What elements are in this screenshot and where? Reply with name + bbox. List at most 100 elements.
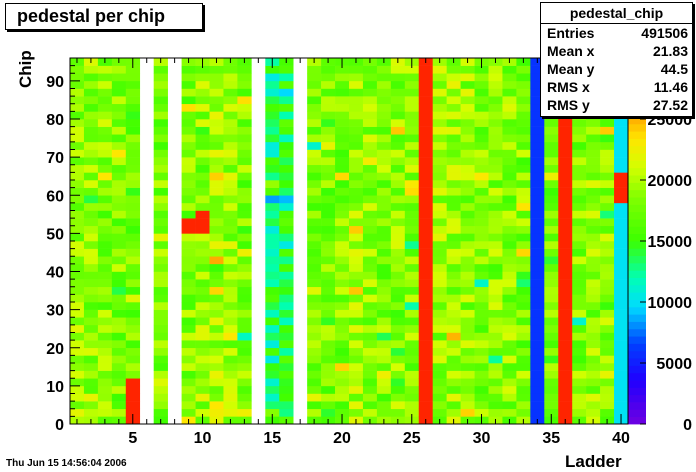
heatmap-cell — [362, 233, 378, 242]
heatmap-cell — [362, 149, 378, 158]
heatmap-cell — [349, 134, 364, 143]
heatmap-cell — [195, 302, 210, 310]
heatmap-cell — [223, 408, 238, 417]
heatmap-cell — [460, 355, 475, 364]
heatmap-cell — [446, 141, 461, 150]
heatmap-cell — [530, 340, 545, 349]
heatmap-cell — [516, 164, 531, 173]
heatmap-cell — [376, 370, 392, 379]
heatmap-cell — [572, 355, 587, 364]
heatmap-cell — [111, 187, 127, 196]
heatmap-cell — [111, 347, 127, 356]
heatmap-cell — [153, 157, 168, 166]
heatmap-cell — [335, 324, 350, 333]
heatmap-cell — [572, 279, 587, 288]
heatmap-cell — [111, 111, 127, 120]
heatmap-cell — [153, 96, 168, 105]
heatmap-cell — [390, 103, 406, 112]
heatmap-cell — [460, 149, 475, 158]
heatmap-cell — [279, 302, 294, 310]
heatmap-cell — [516, 141, 531, 150]
heatmap-cell — [111, 172, 127, 181]
heatmap-cell — [153, 119, 168, 127]
heatmap-cell — [544, 157, 559, 166]
palette-band — [628, 314, 646, 322]
heatmap-cell — [404, 180, 420, 188]
heatmap-cell — [460, 111, 475, 120]
heatmap-cell — [362, 340, 378, 349]
heatmap-cell — [614, 332, 629, 341]
heatmap-cell — [237, 271, 252, 280]
heatmap-cell — [488, 103, 503, 112]
heatmap-cell — [125, 294, 141, 303]
heatmap-cell — [404, 408, 420, 417]
heatmap-cell — [488, 385, 503, 394]
heatmap-cell — [558, 134, 573, 143]
heatmap-cell — [279, 317, 294, 326]
heatmap-cell — [83, 256, 99, 265]
palette-band — [628, 358, 646, 366]
z-tick-label: 10000 — [648, 295, 693, 312]
heatmap-cell — [195, 385, 210, 394]
heatmap-cell — [600, 218, 615, 227]
heatmap-cell — [516, 332, 531, 341]
heatmap-cell — [209, 294, 224, 303]
heatmap-cell — [502, 263, 517, 272]
heatmap-cell — [349, 241, 364, 249]
heatmap-cell — [265, 370, 280, 379]
heatmap-cell — [390, 241, 406, 249]
heatmap-cell — [153, 279, 168, 288]
heatmap-cell — [404, 286, 420, 295]
heatmap-cell — [111, 355, 127, 364]
heatmap-cell — [362, 385, 378, 394]
heatmap-cell — [600, 370, 615, 379]
heatmap-cell — [349, 271, 364, 280]
heatmap-cell — [558, 385, 573, 394]
heatmap-cell — [474, 233, 489, 242]
heatmap-cell — [362, 256, 378, 265]
heatmap-cell — [432, 157, 447, 166]
heatmap-cell — [321, 233, 336, 242]
heatmap-cell — [97, 180, 113, 188]
heatmap-cell — [404, 355, 420, 364]
heatmap-cell — [418, 256, 433, 265]
heatmap-cell — [181, 157, 196, 166]
heatmap-cell — [321, 210, 336, 219]
heatmap-cell — [362, 393, 378, 402]
heatmap-cell — [544, 172, 559, 181]
heatmap-cell — [97, 80, 113, 89]
stats-label: RMS y — [547, 97, 590, 113]
heatmap-cell — [376, 294, 392, 303]
heatmap-cell — [83, 393, 99, 402]
heatmap-cell — [349, 149, 364, 158]
heatmap-cell — [530, 103, 545, 112]
heatmap-cell — [376, 172, 392, 181]
heatmap-cell — [432, 363, 447, 371]
heatmap-cell — [558, 302, 573, 310]
heatmap-cell — [349, 172, 364, 181]
heatmap-cell — [362, 241, 378, 249]
heatmap-cell — [181, 401, 196, 410]
heatmap-cell — [335, 111, 350, 120]
heatmap-cell — [586, 378, 601, 387]
heatmap-cell — [530, 408, 545, 417]
heatmap-cell — [418, 385, 433, 394]
heatmap-cell — [502, 65, 517, 74]
heatmap-cell — [321, 195, 336, 204]
heatmap-cell — [502, 233, 517, 242]
heatmap-cell — [125, 324, 141, 333]
heatmap-cell — [446, 294, 461, 303]
heatmap-cell — [446, 347, 461, 356]
heatmap-cell — [390, 317, 406, 326]
heatmap-cell — [97, 340, 113, 349]
heatmap-cell — [153, 73, 168, 82]
heatmap-cell — [530, 157, 545, 166]
heatmap-cell — [376, 119, 392, 127]
heatmap-cell — [83, 233, 99, 242]
heatmap-cell — [195, 134, 210, 143]
heatmap-cell — [586, 172, 601, 181]
heatmap-cell — [474, 202, 489, 211]
heatmap-cell — [488, 286, 503, 295]
heatmap-cell — [432, 103, 447, 112]
heatmap-cell — [544, 324, 559, 333]
